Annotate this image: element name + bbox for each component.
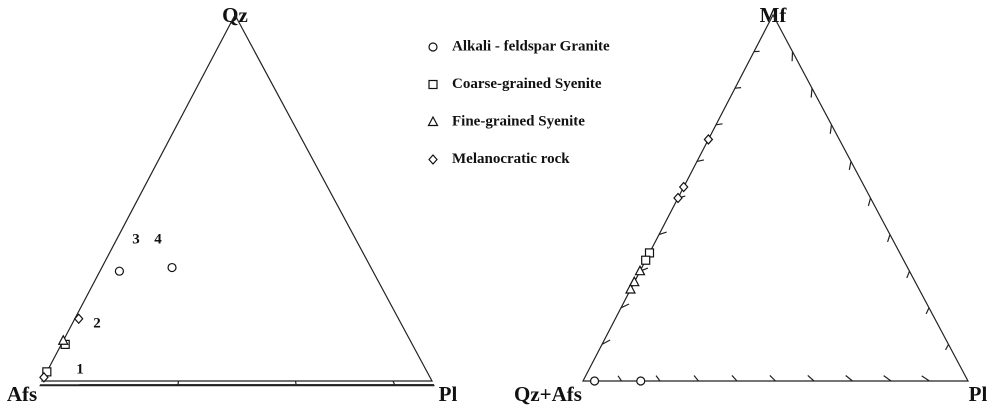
field-label: 1 xyxy=(76,361,84,377)
legend-label: Coarse-grained Syenite xyxy=(452,76,602,92)
tick-mark xyxy=(845,375,853,382)
point xyxy=(39,371,49,383)
tick-mark xyxy=(715,123,723,126)
tick-mark xyxy=(906,270,911,279)
point xyxy=(628,275,640,287)
tick-mark xyxy=(848,161,852,171)
tick-mark xyxy=(769,374,776,382)
field-label: 2 xyxy=(93,315,101,331)
field-boundary xyxy=(392,380,396,385)
tick-mark xyxy=(810,88,813,98)
legend-symbol xyxy=(427,115,439,127)
tick-mark xyxy=(887,234,891,243)
tick-mark xyxy=(807,374,815,382)
vertex-label: Afs xyxy=(7,382,37,406)
tick-mark xyxy=(601,339,611,345)
legend-symbol xyxy=(428,79,438,90)
tick-mark xyxy=(731,375,738,382)
field-label: 3 xyxy=(132,231,140,247)
point xyxy=(641,255,651,265)
legend-label: Melanocratic rock xyxy=(452,151,570,167)
legend-symbol xyxy=(428,154,438,165)
tick-mark xyxy=(655,375,661,382)
legend-symbol xyxy=(428,42,438,52)
tick-mark xyxy=(658,231,667,236)
tick-mark xyxy=(693,375,699,382)
legend-label: Fine-grained Syenite xyxy=(452,113,585,129)
field-label: 4 xyxy=(154,231,162,247)
triangle-frame xyxy=(41,13,434,382)
tick-mark xyxy=(867,197,872,207)
triangle-frame xyxy=(582,13,969,382)
point xyxy=(114,266,125,276)
tick-mark xyxy=(883,375,892,382)
legend-label: Alkali - feldspar Granite xyxy=(452,38,610,54)
point xyxy=(73,313,84,325)
vertex-label: Qz+Afs xyxy=(514,382,582,406)
point xyxy=(167,262,177,273)
tick-mark xyxy=(620,303,630,309)
vertex-label: Pl xyxy=(439,382,458,406)
point xyxy=(636,376,646,386)
field-boundary xyxy=(177,380,180,385)
field-boundary xyxy=(294,380,297,385)
point xyxy=(678,181,689,193)
point xyxy=(57,334,69,345)
tick-mark xyxy=(696,159,705,162)
tick-mark xyxy=(734,87,742,89)
tick-mark xyxy=(617,375,622,382)
tick-mark xyxy=(829,124,833,134)
point xyxy=(703,134,714,145)
point xyxy=(589,376,600,386)
point xyxy=(634,264,646,276)
tick-mark xyxy=(921,375,930,382)
vertex-label: Pl xyxy=(969,382,988,406)
tick-mark xyxy=(925,307,930,315)
point xyxy=(625,283,636,294)
point xyxy=(673,192,683,204)
tick-mark xyxy=(945,344,950,351)
